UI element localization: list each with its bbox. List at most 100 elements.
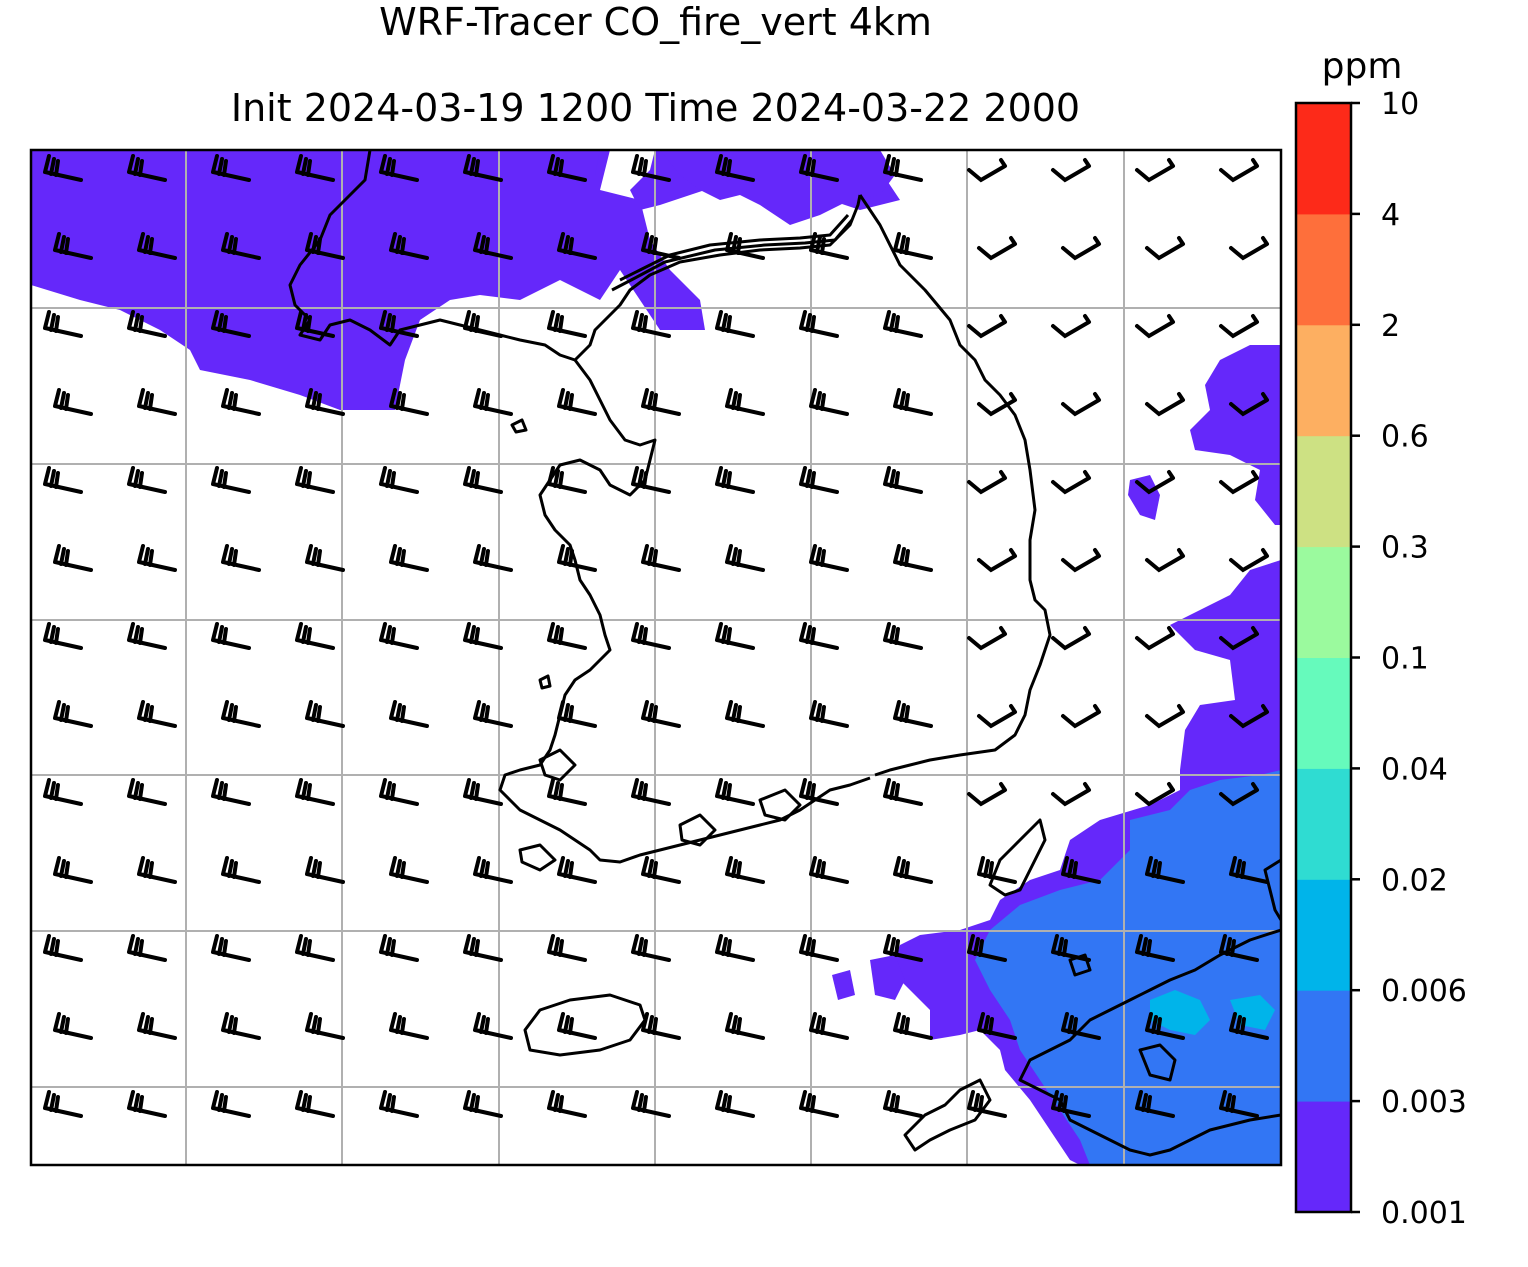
wind-barb — [1219, 470, 1259, 495]
wind-barb — [883, 310, 923, 338]
wind-barb — [473, 388, 513, 416]
wind-barb — [1051, 1090, 1091, 1118]
wind-barb — [967, 470, 1007, 495]
colorbar-tick-label: 4 — [1381, 198, 1400, 233]
wind-barb — [641, 700, 681, 728]
wind-barb — [977, 548, 1017, 573]
wind-barb — [473, 544, 513, 572]
wind-barb — [463, 154, 503, 182]
wind-barb — [1219, 626, 1259, 651]
wind-barb — [1219, 1090, 1259, 1118]
wind-barb — [715, 778, 755, 806]
wind-barb — [463, 1090, 503, 1118]
wind-barb — [1061, 1012, 1101, 1040]
wind-barb — [463, 310, 503, 338]
wind-barb — [295, 466, 335, 494]
wind-barb — [715, 1090, 755, 1118]
wind-barb — [211, 934, 251, 962]
wind-barb — [1219, 158, 1259, 183]
wind-barb — [53, 544, 93, 572]
wind-barb — [137, 700, 177, 728]
wind-barb — [127, 778, 167, 806]
wind-barb — [137, 544, 177, 572]
wind-barb — [809, 544, 849, 572]
wind-barb — [379, 310, 419, 338]
wind-barb — [463, 934, 503, 962]
wind-barb — [547, 778, 587, 806]
wind-barb — [725, 856, 765, 884]
wind-barb — [799, 1090, 839, 1118]
wind-barb — [641, 1012, 681, 1040]
wind-barb — [883, 154, 923, 182]
wind-barb — [1135, 782, 1175, 807]
wind-barb — [725, 388, 765, 416]
wind-barb — [809, 700, 849, 728]
wind-barb — [1135, 1090, 1175, 1118]
wind-barb — [967, 934, 1007, 962]
wind-barb — [127, 310, 167, 338]
wind-barb — [221, 700, 261, 728]
wind-barb — [473, 856, 513, 884]
colorbar-tick-label: 0.04 — [1381, 752, 1448, 787]
wind-barb — [389, 388, 429, 416]
wind-barb — [809, 1012, 849, 1040]
wind-barb — [967, 158, 1007, 183]
wind-barb — [883, 778, 923, 806]
wind-barb — [1135, 314, 1175, 339]
wind-barb — [463, 778, 503, 806]
map-frame — [29, 148, 1283, 1167]
wind-barb — [43, 154, 83, 182]
wind-barb — [967, 314, 1007, 339]
colorbar-tick-label: 10 — [1381, 87, 1419, 122]
wind-barb — [883, 1090, 923, 1118]
wind-barb — [1229, 548, 1269, 573]
wind-barb — [715, 310, 755, 338]
wind-barb — [295, 778, 335, 806]
wind-barb — [715, 622, 755, 650]
wind-barb — [809, 232, 849, 260]
colorbar-tick-label: 2 — [1381, 309, 1400, 344]
wind-barb — [1219, 314, 1259, 339]
wind-barb — [631, 1090, 671, 1118]
wind-barb — [799, 622, 839, 650]
wind-barb — [799, 934, 839, 962]
wind-barb — [43, 934, 83, 962]
wind-barb — [211, 154, 251, 182]
wind-barb — [43, 778, 83, 806]
wind-barb — [463, 466, 503, 494]
wind-barb — [641, 232, 681, 260]
wind-barb — [799, 466, 839, 494]
wind-barb — [883, 622, 923, 650]
wind-barb — [137, 388, 177, 416]
wind-barb — [1051, 158, 1091, 183]
wind-barb — [1145, 392, 1185, 417]
colorbar-segment — [1296, 990, 1351, 1102]
tracer-fill-blob-1 — [870, 955, 905, 1000]
wind-barb — [631, 622, 671, 650]
map-title-line-1: WRF-Tracer CO_fire_vert 4km — [379, 0, 932, 44]
colorbar-segment — [1296, 768, 1351, 880]
wind-barb — [43, 310, 83, 338]
wind-barb — [53, 232, 93, 260]
wind-barb — [127, 1090, 167, 1118]
wind-barb — [799, 154, 839, 182]
wind-barb — [725, 232, 765, 260]
wind-barb — [893, 856, 933, 884]
wind-barb — [389, 700, 429, 728]
wind-barb — [305, 856, 345, 884]
wind-barb — [295, 934, 335, 962]
wind-barb — [809, 388, 849, 416]
colorbar-segment — [1296, 546, 1351, 658]
tracer-fill-southeast-high — [1150, 990, 1210, 1035]
wind-barb — [641, 856, 681, 884]
wind-barb — [725, 700, 765, 728]
wind-barb — [715, 466, 755, 494]
wind-barb — [1229, 704, 1269, 729]
wind-barb — [389, 544, 429, 572]
colorbar-tick-label: 0.02 — [1381, 863, 1448, 898]
colorbar-tick-label: 0.6 — [1381, 420, 1429, 455]
wind-barb — [799, 310, 839, 338]
colorbar-segment — [1296, 657, 1351, 769]
wind-barb — [295, 310, 335, 338]
